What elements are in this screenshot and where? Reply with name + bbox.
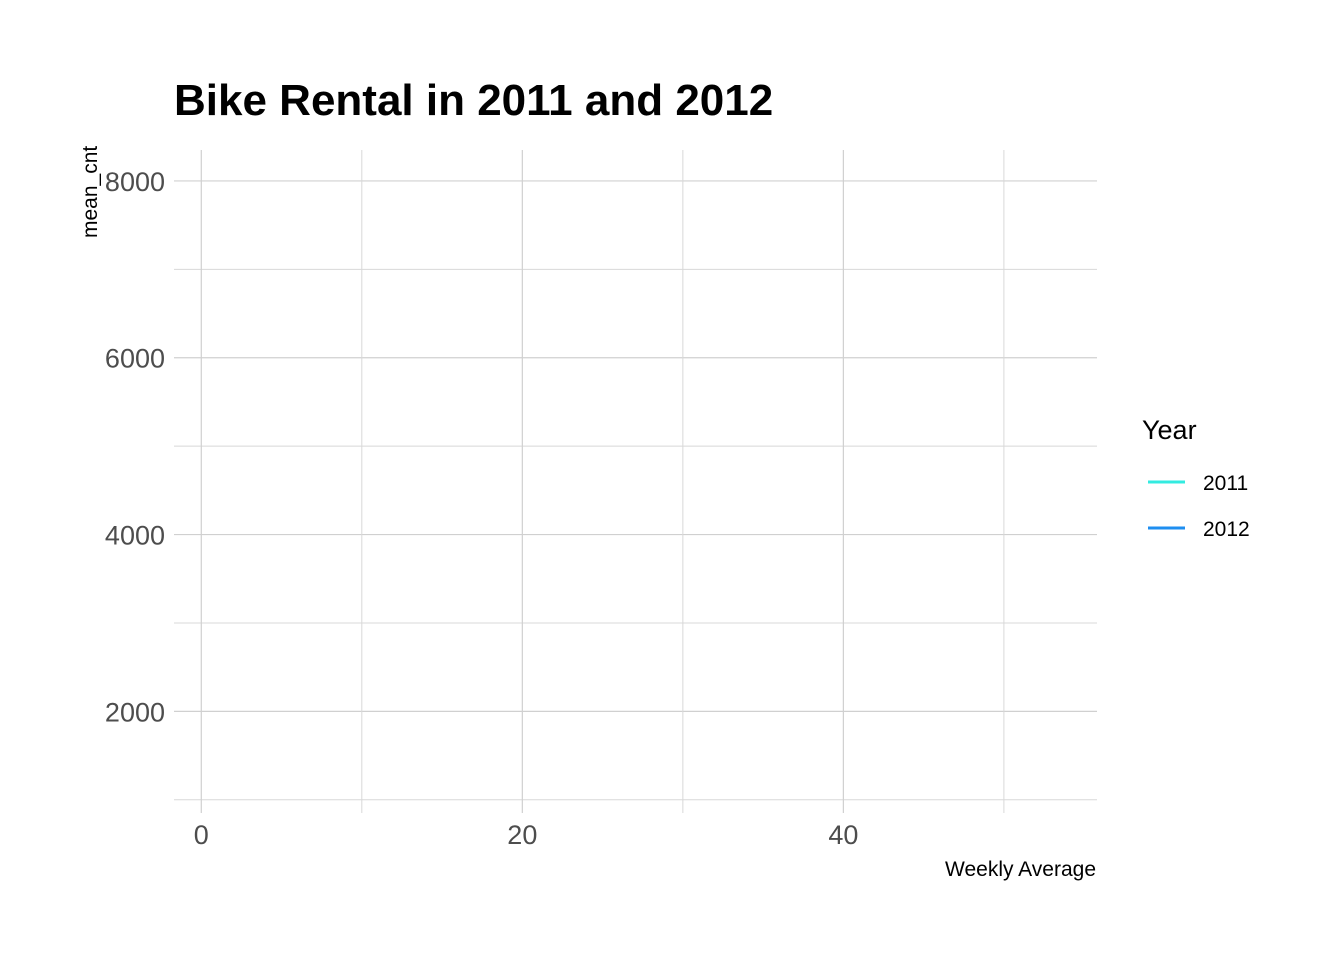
x-tick-label: 0	[194, 820, 209, 850]
x-tick-label: 20	[507, 820, 537, 850]
x-axis-tick-labels: 0 20 40	[194, 820, 859, 850]
legend: Year 2011 2012	[1142, 415, 1250, 541]
y-axis-tick-labels: 2000 4000 6000 8000	[105, 167, 165, 727]
x-tick-label: 40	[828, 820, 858, 850]
grid	[174, 150, 1097, 813]
y-tick-label: 6000	[105, 344, 165, 374]
y-tick-label: 4000	[105, 521, 165, 551]
legend-title: Year	[1142, 415, 1197, 445]
y-axis-label: mean_cnt	[79, 146, 102, 238]
x-axis-label: Weekly Average	[945, 858, 1096, 881]
y-tick-label: 8000	[105, 167, 165, 197]
legend-label: 2012	[1203, 518, 1250, 541]
legend-label: 2011	[1203, 472, 1248, 495]
chart-title: Bike Rental in 2011 and 2012	[174, 76, 773, 125]
y-tick-label: 2000	[105, 697, 165, 727]
